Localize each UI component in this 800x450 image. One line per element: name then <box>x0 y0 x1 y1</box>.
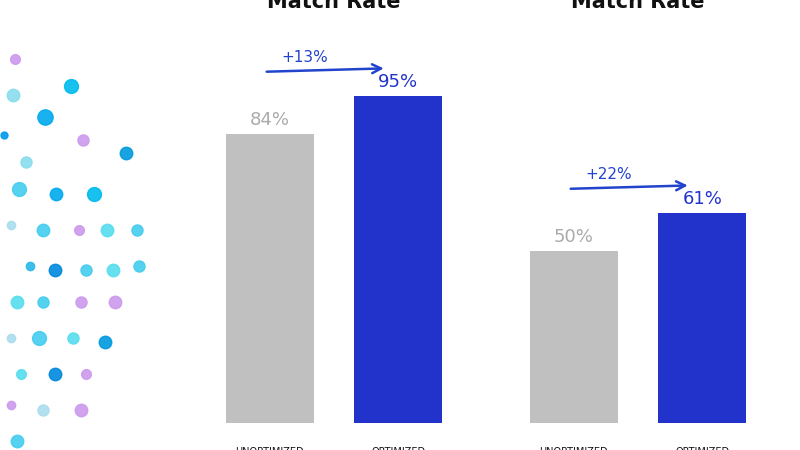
Text: UNOPTIMIZED: UNOPTIMIZED <box>539 447 608 450</box>
Text: OPTIMIZED: OPTIMIZED <box>371 447 426 450</box>
Bar <box>530 251 618 423</box>
Text: UNOPTIMIZED: UNOPTIMIZED <box>235 447 304 450</box>
Text: +22%: +22% <box>586 167 632 182</box>
Bar <box>658 213 746 423</box>
Text: 84%: 84% <box>250 111 290 129</box>
Text: +13%: +13% <box>282 50 328 65</box>
Text: 61%: 61% <box>682 190 722 208</box>
Text: OPTIMIZED: OPTIMIZED <box>675 447 730 450</box>
Bar <box>354 96 442 423</box>
Title: Impression
Match Rate: Impression Match Rate <box>267 0 401 12</box>
Text: 95%: 95% <box>378 73 418 91</box>
Title: Click
Match Rate: Click Match Rate <box>571 0 705 12</box>
Bar <box>226 134 314 423</box>
Text: 50%: 50% <box>554 228 594 246</box>
